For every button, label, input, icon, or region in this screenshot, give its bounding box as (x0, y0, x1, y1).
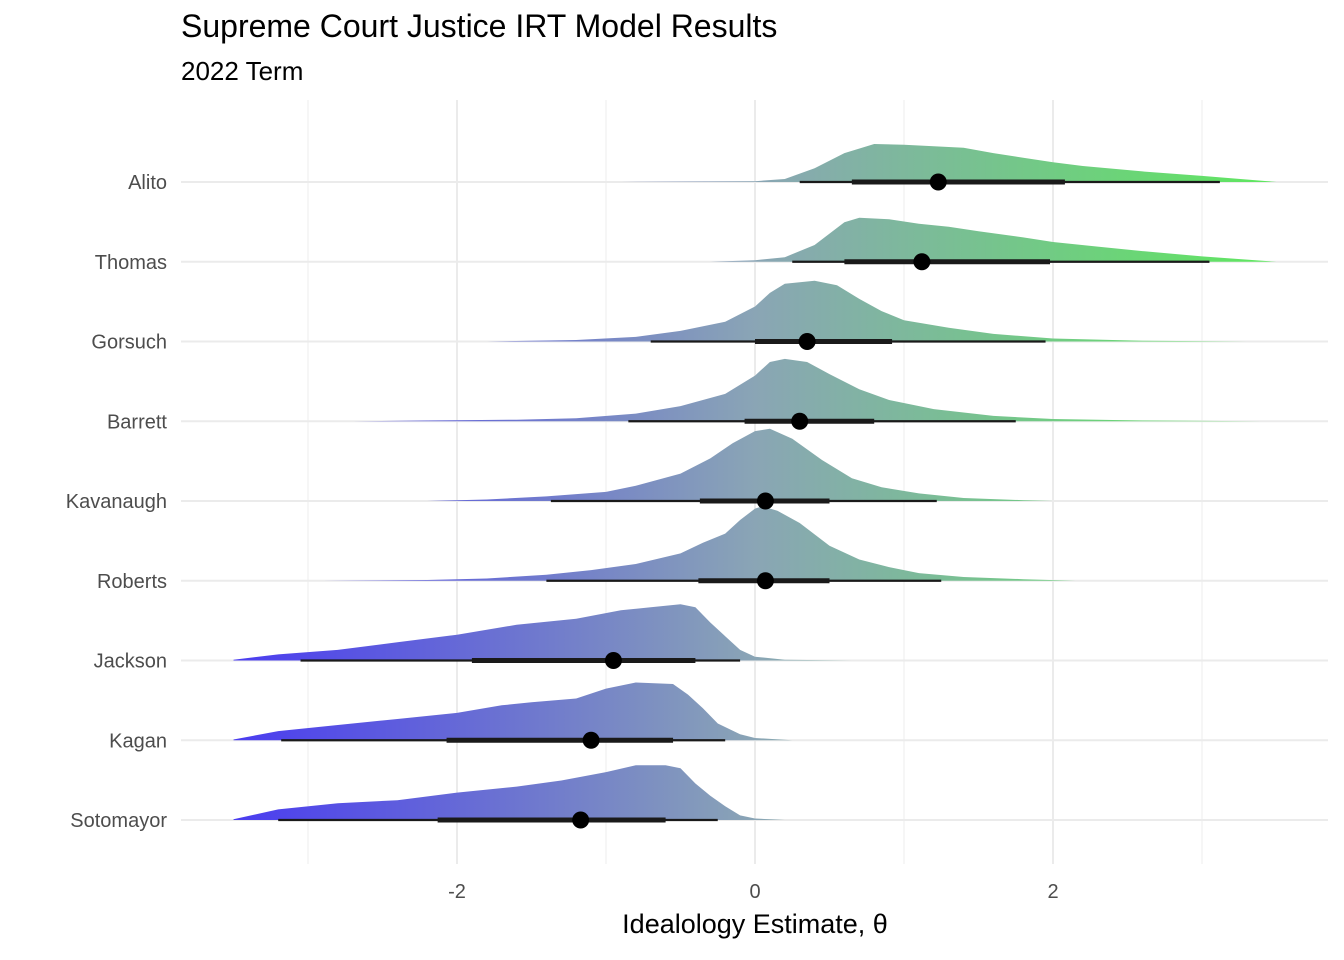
density-ridge (427, 428, 1053, 501)
justice-label: Kagan (109, 730, 167, 752)
density-ridge (322, 506, 1076, 581)
median-point (791, 412, 809, 430)
x-tick-label: 2 (1047, 881, 1058, 903)
median-point (913, 253, 931, 271)
ridge-layer (233, 144, 1277, 829)
density-ridge (233, 682, 793, 741)
density-ridge (486, 280, 1247, 342)
x-tick-label: 0 (749, 881, 760, 903)
median-point (929, 173, 947, 191)
median-point (604, 652, 622, 669)
chart-subtitle: 2022 Term (181, 56, 304, 86)
justice-label: Alito (128, 172, 167, 194)
density-ridge (352, 358, 1262, 422)
x-tick-label: -2 (448, 881, 466, 903)
x-axis-title: Idealology Estimate, θ (622, 909, 888, 939)
label-layer: -2 0 2 Sotomayor Kagan Jackson Roberts Kavanaug… (66, 172, 1059, 903)
justice-label: Jackson (94, 651, 167, 673)
justice-label: Thomas (95, 252, 167, 274)
median-point (798, 333, 816, 350)
justice-label: Sotomayor (70, 810, 167, 832)
median-point (572, 811, 590, 829)
justice-label: Gorsuch (91, 332, 167, 354)
median-point (756, 572, 774, 590)
justice-label: Barrett (107, 411, 167, 433)
justice-label: Roberts (97, 571, 167, 593)
justice-label: Kavanaugh (66, 491, 167, 513)
density-ridge (710, 217, 1277, 262)
median-point (756, 492, 774, 510)
chart-title: Supreme Court Justice IRT Model Results (181, 8, 778, 44)
density-ridge (233, 604, 852, 661)
median-point (582, 731, 600, 749)
density-ridge (620, 144, 1277, 182)
density-ridge (233, 765, 785, 820)
